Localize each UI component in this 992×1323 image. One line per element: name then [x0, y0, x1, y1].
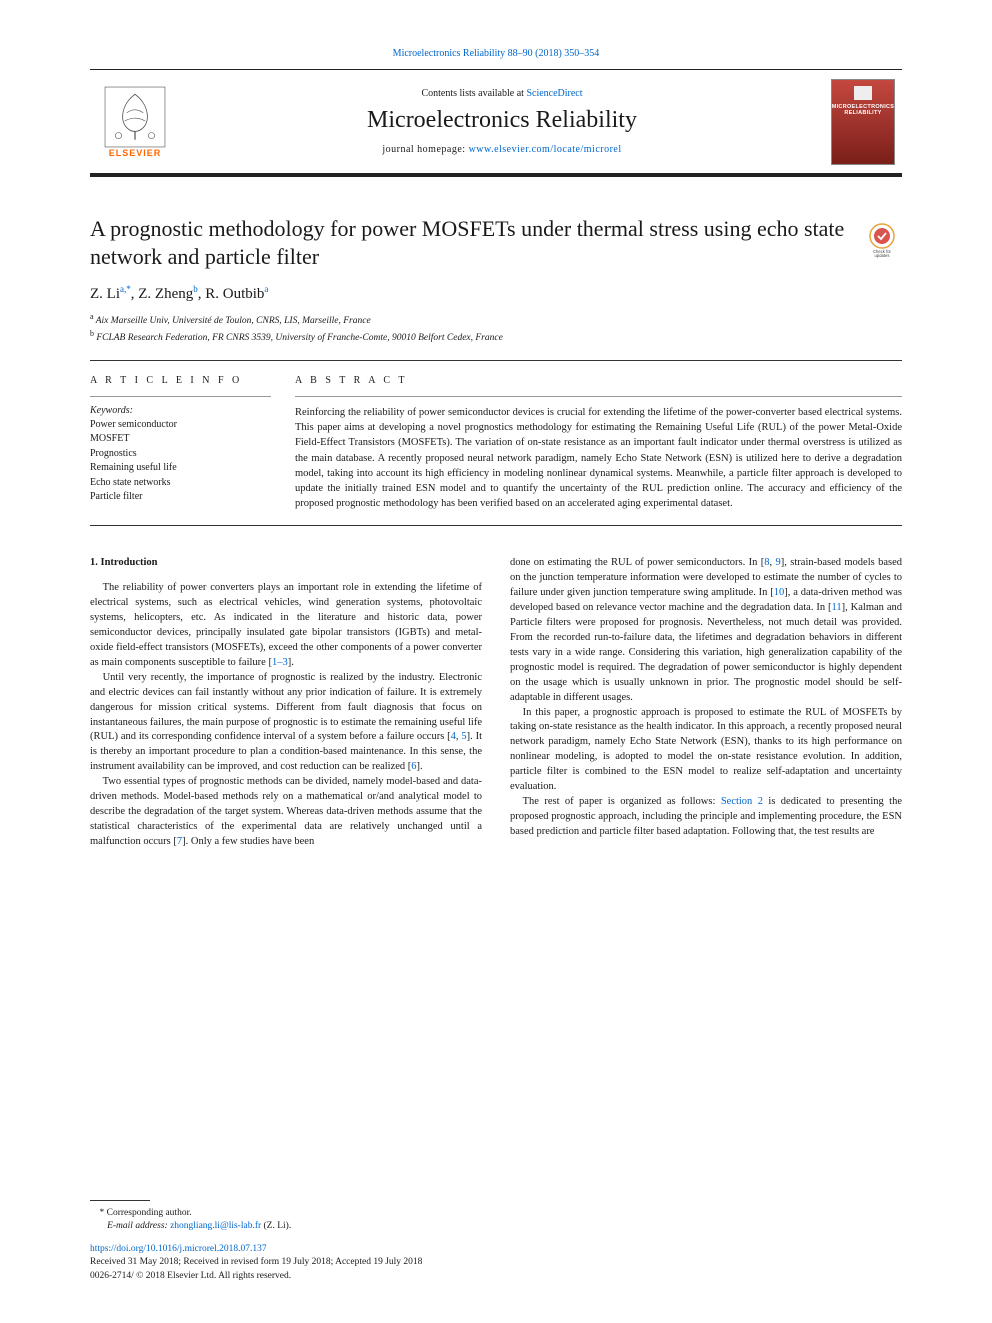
elsevier-tree-icon	[104, 86, 166, 148]
contents-prefix: Contents lists available at	[421, 88, 526, 99]
sciencedirect-link[interactable]: ScienceDirect	[526, 88, 582, 99]
divider	[90, 360, 902, 361]
ref-link[interactable]: 8	[764, 557, 769, 568]
para-text: ], Kalman and Particle filters were prop…	[510, 602, 902, 702]
cover-thumbnail-icon	[854, 86, 872, 100]
ref-link[interactable]: 1–3	[272, 657, 288, 668]
abstract: A B S T R A C T Reinforcing the reliabil…	[295, 375, 902, 512]
journal-cover-image: MICROELECTRONICS RELIABILITY	[831, 79, 895, 165]
column-right: done on estimating the RUL of power semi…	[510, 556, 902, 849]
journal-homepage: journal homepage: www.elsevier.com/locat…	[180, 144, 824, 155]
keyword: Power semiconductor	[90, 418, 271, 433]
author-3: R. Outbib	[205, 286, 264, 302]
keywords-label: Keywords:	[90, 405, 271, 416]
affiliation-a: a Aix Marseille Univ, Université de Toul…	[90, 311, 902, 328]
email-label: E-mail address:	[107, 1221, 170, 1231]
ref-link[interactable]: 11	[832, 602, 842, 613]
para: In this paper, a prognostic approach is …	[510, 706, 902, 795]
author-2-aff[interactable]: b	[193, 284, 198, 294]
check-updates-badge[interactable]: Check for updates	[862, 219, 902, 259]
title-block: A prognostic methodology for power MOSFE…	[90, 215, 902, 270]
para: The reliability of power converters play…	[90, 581, 482, 670]
doi-link[interactable]: https://doi.org/10.1016/j.microrel.2018.…	[90, 1244, 267, 1254]
author-3-aff[interactable]: a	[264, 284, 268, 294]
para-text: done on estimating the RUL of power semi…	[510, 557, 764, 568]
email-line: E-mail address: zhongliang.li@lis-lab.fr…	[90, 1220, 902, 1233]
corr-text: Corresponding author.	[107, 1208, 192, 1218]
column-left: 1. Introduction The reliability of power…	[90, 556, 482, 849]
ref-link[interactable]: 10	[774, 587, 785, 598]
journal-cover[interactable]: MICROELECTRONICS RELIABILITY	[824, 70, 902, 173]
authors: Z. Lia,*, Z. Zhengb, R. Outbiba	[90, 284, 902, 303]
keyword: Remaining useful life	[90, 461, 271, 476]
doi-line: https://doi.org/10.1016/j.microrel.2018.…	[90, 1243, 902, 1256]
top-citation-link[interactable]: Microelectronics Reliability 88–90 (2018…	[393, 48, 600, 59]
affiliations: a Aix Marseille Univ, Université de Toul…	[90, 311, 902, 346]
cover-title-line2: RELIABILITY	[844, 110, 881, 116]
info-abstract-row: A R T I C L E I N F O Keywords: Power se…	[90, 375, 902, 512]
section-heading: 1. Introduction	[90, 556, 482, 571]
received-line: Received 31 May 2018; Received in revise…	[90, 1256, 902, 1269]
author-1-corr: *	[126, 284, 131, 294]
para: The rest of paper is organized as follow…	[510, 795, 902, 840]
keyword: Prognostics	[90, 447, 271, 462]
header-center: Contents lists available at ScienceDirec…	[180, 82, 824, 161]
para-text: ]. Only a few studies have been	[182, 836, 314, 847]
keyword: Echo state networks	[90, 476, 271, 491]
abstract-text: Reinforcing the reliability of power sem…	[295, 405, 902, 512]
contents-line: Contents lists available at ScienceDirec…	[180, 88, 824, 99]
email-link[interactable]: zhongliang.li@lis-lab.fr	[170, 1221, 261, 1231]
article-info-head: A R T I C L E I N F O	[90, 375, 271, 386]
keyword: MOSFET	[90, 432, 271, 447]
para: Two essential types of prognostic method…	[90, 775, 482, 850]
para-text: Until very recently, the importance of p…	[90, 672, 482, 743]
svg-text:updates: updates	[875, 253, 890, 258]
aff-a-text: Aix Marseille Univ, Université de Toulon…	[96, 316, 371, 326]
homepage-link[interactable]: www.elsevier.com/locate/microrel	[469, 144, 622, 155]
abstract-head: A B S T R A C T	[295, 375, 902, 386]
ref-link[interactable]: 4	[451, 731, 456, 742]
keywords-list: Power semiconductor MOSFET Prognostics R…	[90, 418, 271, 505]
body-columns: 1. Introduction The reliability of power…	[90, 556, 902, 849]
para: Until very recently, the importance of p…	[90, 671, 482, 775]
keyword: Particle filter	[90, 490, 271, 505]
journal-name: Microelectronics Reliability	[180, 107, 824, 134]
footer-rule	[90, 1200, 150, 1201]
top-citation: Microelectronics Reliability 88–90 (2018…	[90, 48, 902, 59]
copyright-line: 0026-2714/ © 2018 Elsevier Ltd. All righ…	[90, 1270, 902, 1283]
homepage-prefix: journal homepage:	[382, 144, 468, 155]
para-text: The rest of paper is organized as follow…	[523, 796, 721, 807]
article-title: A prognostic methodology for power MOSFE…	[90, 215, 850, 270]
author-1: Z. Li	[90, 286, 120, 302]
aff-b-sup: b	[90, 329, 94, 338]
section-link[interactable]: Section 2	[721, 796, 763, 807]
footer: * Corresponding author. E-mail address: …	[90, 1200, 902, 1283]
corresponding-author: * Corresponding author.	[90, 1207, 902, 1220]
ref-link[interactable]: 6	[411, 761, 416, 772]
para-text: The reliability of power converters play…	[90, 582, 482, 668]
aff-a-sup: a	[90, 312, 94, 321]
aff-b-text: FCLAB Research Federation, FR CNRS 3539,…	[96, 334, 502, 344]
journal-header: ELSEVIER Contents lists available at Sci…	[90, 69, 902, 177]
elsevier-label: ELSEVIER	[109, 148, 162, 158]
cover-title: MICROELECTRONICS RELIABILITY	[832, 104, 895, 116]
author-2: Z. Zheng	[138, 286, 193, 302]
article-info: A R T I C L E I N F O Keywords: Power se…	[90, 375, 295, 512]
para: done on estimating the RUL of power semi…	[510, 556, 902, 705]
email-suffix: (Z. Li).	[261, 1221, 291, 1231]
elsevier-logo[interactable]: ELSEVIER	[90, 70, 180, 173]
affiliation-b: b FCLAB Research Federation, FR CNRS 353…	[90, 328, 902, 345]
corr-star: *	[100, 1208, 105, 1218]
divider	[90, 525, 902, 526]
